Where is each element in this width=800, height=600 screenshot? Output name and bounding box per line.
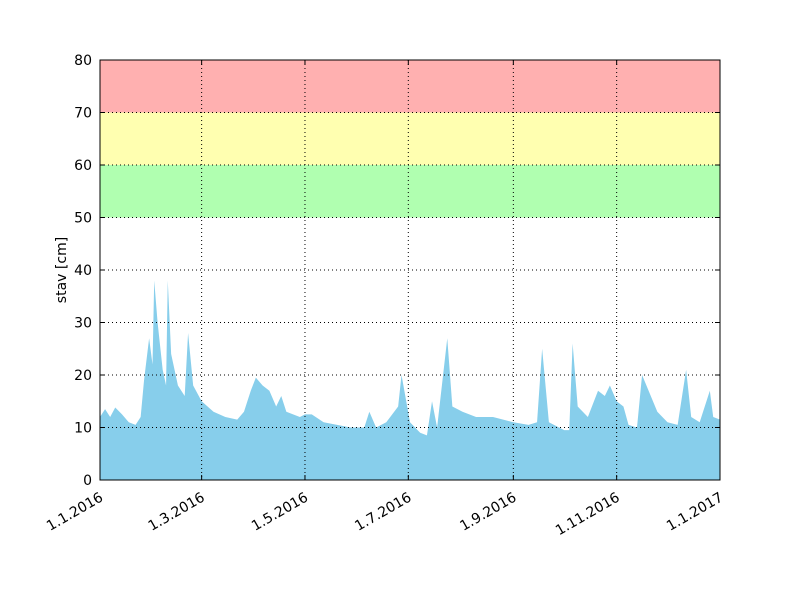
y-tick-label: 0 [83, 473, 92, 489]
threshold-band [100, 60, 720, 113]
y-tick-label: 30 [74, 316, 92, 332]
threshold-band [100, 112, 720, 165]
x-tick-label: 1.1.2016 [44, 490, 106, 535]
threshold-band [100, 165, 720, 218]
y-axis-label: stav [cm] [54, 237, 70, 303]
x-tick-label: 1.7.2016 [352, 490, 414, 535]
y-tick-label: 50 [74, 211, 92, 227]
y-tick-label: 60 [74, 158, 92, 174]
y-tick-label: 80 [74, 53, 92, 69]
y-tick-label: 10 [74, 421, 92, 437]
y-tick-label: 20 [74, 368, 92, 384]
x-tick-label: 1.5.2016 [249, 490, 311, 535]
y-tick-label: 70 [74, 106, 92, 122]
plot-frame [99, 59, 721, 481]
x-tick-label: 1.11.2016 [553, 490, 623, 540]
x-tick-label: 1.3.2016 [146, 490, 208, 535]
y-tick-label: 40 [74, 263, 92, 279]
x-tick-label: 1.1.2017 [664, 490, 726, 535]
x-tick-label: 1.9.2016 [457, 490, 519, 535]
area [100, 280, 720, 480]
